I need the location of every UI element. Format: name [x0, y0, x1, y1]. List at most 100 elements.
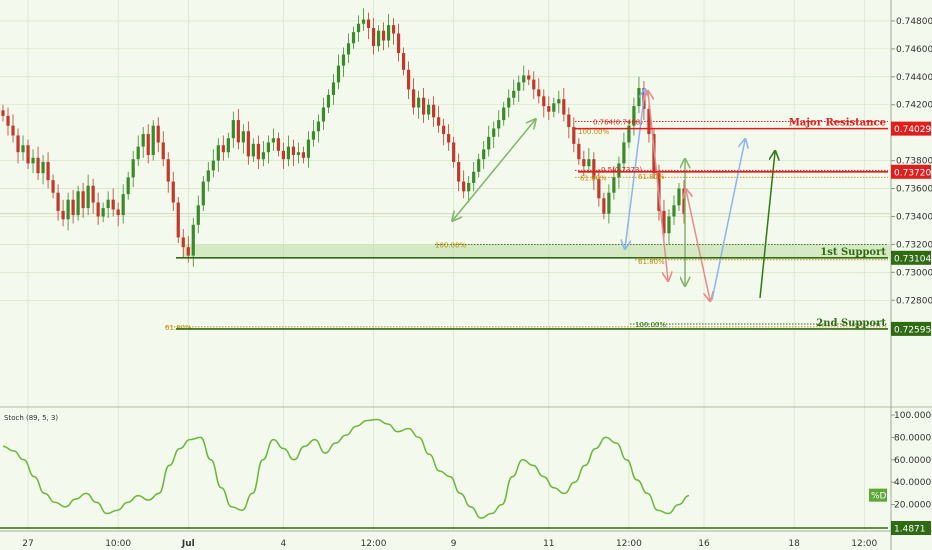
y-tick-label: 0.73600	[896, 185, 932, 195]
candle-body	[276, 138, 281, 151]
candle-body	[406, 69, 411, 90]
first-support-label: 1st Support	[820, 247, 886, 258]
x-tick-label: 11	[543, 539, 554, 549]
candle-body	[447, 134, 451, 143]
candle-body	[231, 120, 235, 139]
candle-body	[146, 134, 150, 156]
candle-body	[331, 82, 336, 95]
stoch-tick-label: 40.0000	[894, 478, 931, 488]
candle-body	[351, 32, 356, 44]
candle-body	[381, 30, 386, 41]
fib-618-mid-label: 61.80%	[638, 258, 665, 266]
candle-body	[677, 188, 681, 206]
candle-body	[91, 185, 95, 203]
candle-body	[216, 145, 220, 161]
fib-resistance-price: 0.73720	[894, 168, 931, 178]
candle-body	[587, 159, 591, 167]
candle-body	[477, 159, 481, 172]
candle-body	[512, 90, 516, 98]
candle-body	[672, 205, 676, 217]
candle-body	[667, 216, 671, 234]
major-resistance-price-bg	[891, 121, 931, 136]
stoch-pd-value: 1.4871	[894, 525, 926, 535]
candle-body	[131, 159, 135, 178]
x-tick-label: 27	[22, 539, 33, 549]
candle-body	[56, 192, 60, 211]
candle-body	[582, 159, 586, 167]
candle-body	[41, 162, 45, 174]
candle-body	[86, 185, 90, 209]
candle-body	[46, 162, 50, 181]
stoch-tick-label: 100.0000	[894, 411, 932, 421]
stoch-tick-label: 80.0000	[894, 433, 931, 443]
candle-body	[1, 110, 5, 116]
candle-body	[341, 54, 346, 66]
fib-100-mid-label: 100.00%	[435, 241, 466, 249]
candle-body	[36, 157, 40, 174]
y-tick-label: 0.73000	[896, 268, 932, 278]
candle-body	[612, 177, 616, 193]
candle-body	[361, 19, 366, 24]
candle-body	[607, 192, 611, 214]
candle-body	[422, 97, 426, 115]
candle-body	[221, 145, 225, 153]
arrow-blue-up	[625, 90, 645, 248]
candle-body	[291, 146, 296, 156]
candle-body	[602, 198, 606, 214]
y-tick-label: 0.73200	[896, 240, 932, 250]
candle-body	[552, 103, 556, 112]
candle-body	[166, 159, 170, 182]
candle-body	[106, 199, 110, 209]
second-support-price: 0.72595	[894, 325, 931, 335]
candle-body	[432, 104, 436, 118]
candle-body	[256, 143, 260, 160]
candle-body	[356, 23, 361, 33]
candle-body	[111, 199, 115, 210]
candle-body	[51, 180, 55, 193]
candle-body	[6, 115, 10, 126]
fib-618-label: 61.80%	[580, 174, 607, 182]
candle-body	[191, 224, 195, 256]
candle-body	[101, 208, 105, 217]
second-support-label: 2nd Support	[816, 318, 886, 329]
candle-body	[437, 117, 441, 126]
candle-body	[577, 143, 581, 160]
stoch-pd-value-bg	[891, 521, 931, 535]
stochastic-panel: Stoch (89, 5, 3)	[0, 406, 932, 529]
x-tick-label: 9	[451, 539, 457, 549]
stoch-line	[2, 418, 690, 519]
x-tick-label: 18	[788, 539, 800, 549]
x-tick-label: 16	[698, 539, 710, 549]
arrow-green-up	[453, 120, 535, 220]
candle-body	[321, 107, 326, 122]
y-tick-label: 0.74400	[896, 73, 932, 83]
arrow-red-projection	[686, 190, 710, 300]
fib-50-label: 0.5(0.7373)	[601, 166, 642, 174]
candle-body	[572, 127, 576, 144]
candle-body	[532, 79, 536, 90]
candle-body	[557, 99, 561, 104]
candle-body	[401, 53, 406, 70]
candle-body	[141, 134, 145, 147]
x-tick-label: 10:00	[105, 539, 131, 549]
y-tick-label: 0.74800	[896, 17, 932, 27]
candle-body	[151, 125, 155, 156]
candle-body	[386, 25, 391, 41]
x-tick-label: Jul	[181, 539, 195, 549]
candle-body	[186, 247, 190, 256]
candle-body	[467, 182, 471, 192]
candle-body	[497, 120, 501, 129]
candle-body	[592, 159, 596, 179]
candle-body	[121, 194, 125, 216]
y-tick-label: 0.73800	[896, 157, 932, 167]
candle-body	[326, 94, 331, 108]
candle-body	[442, 125, 446, 135]
candle-body	[126, 177, 130, 195]
candle-body	[417, 97, 421, 108]
candle-body	[537, 89, 541, 97]
candle-body	[116, 209, 120, 216]
